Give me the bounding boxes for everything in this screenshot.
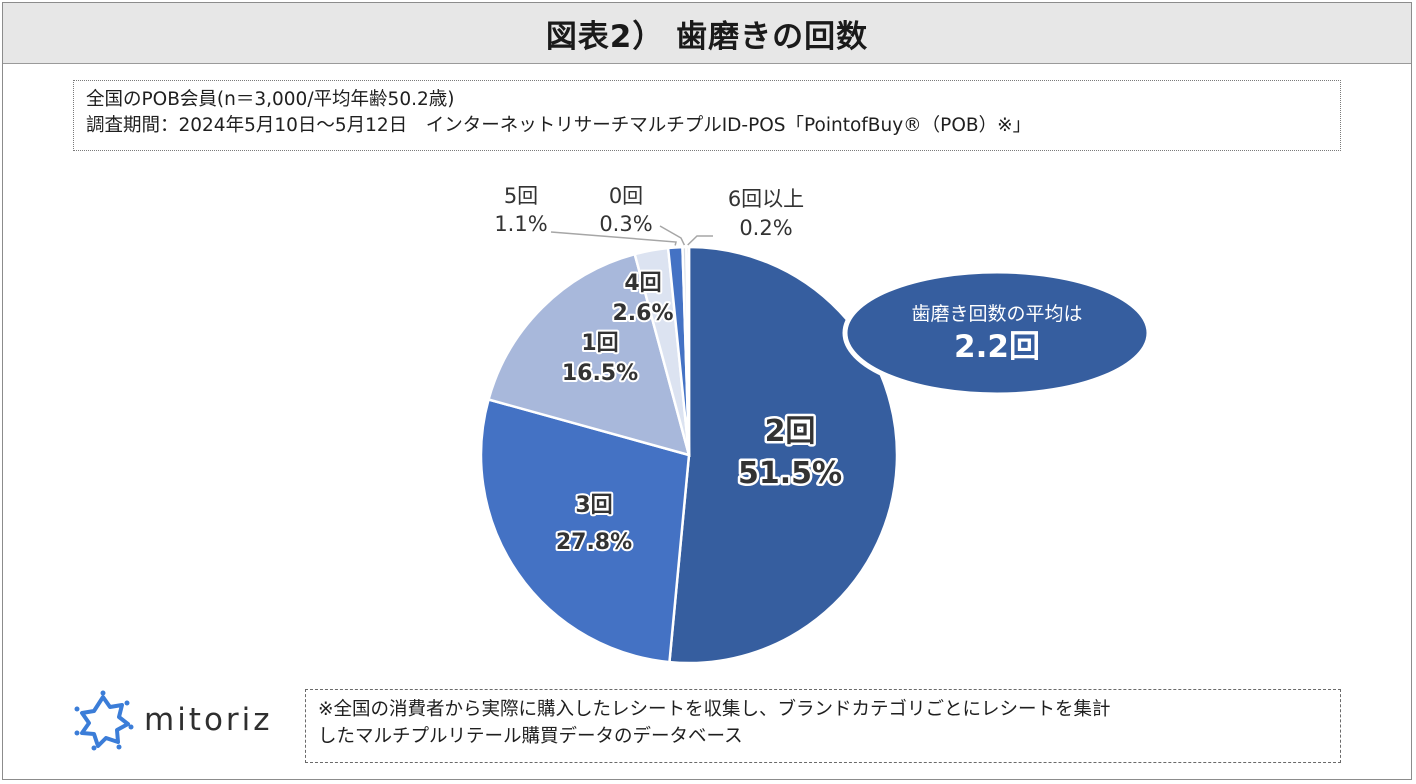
average-callout xyxy=(842,268,1152,398)
footnote-line-1: ※全国の消費者から実際に購入したレシートを収集し、ブランドカテゴリごとにレシート… xyxy=(318,699,1111,720)
footnote-box: ※全国の消費者から実際に購入したレシートを収集し、ブランドカテゴリごとにレシート… xyxy=(305,689,1341,763)
slice-label-0: 2回 xyxy=(765,414,816,449)
slice-value-1: 27.8% xyxy=(556,530,632,555)
slice-label-2: 1回 xyxy=(581,331,618,356)
leader-line-5 xyxy=(550,231,677,246)
average-callout-value: 2.2回 xyxy=(954,329,1040,365)
slice-value-3: 2.6% xyxy=(612,301,673,326)
slice-value-4: 1.1% xyxy=(494,212,547,236)
mitoriz-logo: mitoriz xyxy=(72,690,292,751)
slice-value-6: 0.2% xyxy=(739,216,792,240)
average-callout-label: 歯磨き回数の平均は xyxy=(911,303,1082,325)
survey-info-line-1: 全国のPOB会員(n＝3,000/平均年齢50.2歳) xyxy=(86,89,455,110)
mitoriz-logo-text: mitoriz xyxy=(144,702,273,738)
survey-info-line-2: 調査期間：2024年5月10日〜5月12日 インターネットリサーチマルチプルID… xyxy=(86,115,1032,136)
survey-info-box: 全国のPOB会員(n＝3,000/平均年齢50.2歳) 調査期間：2024年5月… xyxy=(73,80,1341,151)
leader-line-6 xyxy=(687,235,713,246)
pie-slice-2 xyxy=(487,252,691,457)
slice-label-5: 0回 xyxy=(609,184,643,208)
slice-value-2: 16.5% xyxy=(562,361,638,386)
pie-slice-1 xyxy=(479,397,691,664)
slice-label-6: 6回以上 xyxy=(728,187,804,211)
slice-label-3: 4回 xyxy=(624,271,661,296)
slice-value-0: 51.5% xyxy=(738,456,842,491)
leader-line-0 xyxy=(659,225,686,246)
pie-slice-0 xyxy=(668,245,899,665)
pie-slice-6 xyxy=(685,245,691,456)
mitoriz-logo-icon xyxy=(74,690,134,751)
slice-label-4: 5回 xyxy=(504,184,538,208)
footnote-line-2: したマルチプルリテール購買データのデータベース xyxy=(318,726,743,747)
figure-title: 図表2） 歯磨きの回数 xyxy=(3,3,1411,64)
slice-value-5: 0.3% xyxy=(599,212,652,236)
slice-label-1: 3回 xyxy=(575,493,612,518)
